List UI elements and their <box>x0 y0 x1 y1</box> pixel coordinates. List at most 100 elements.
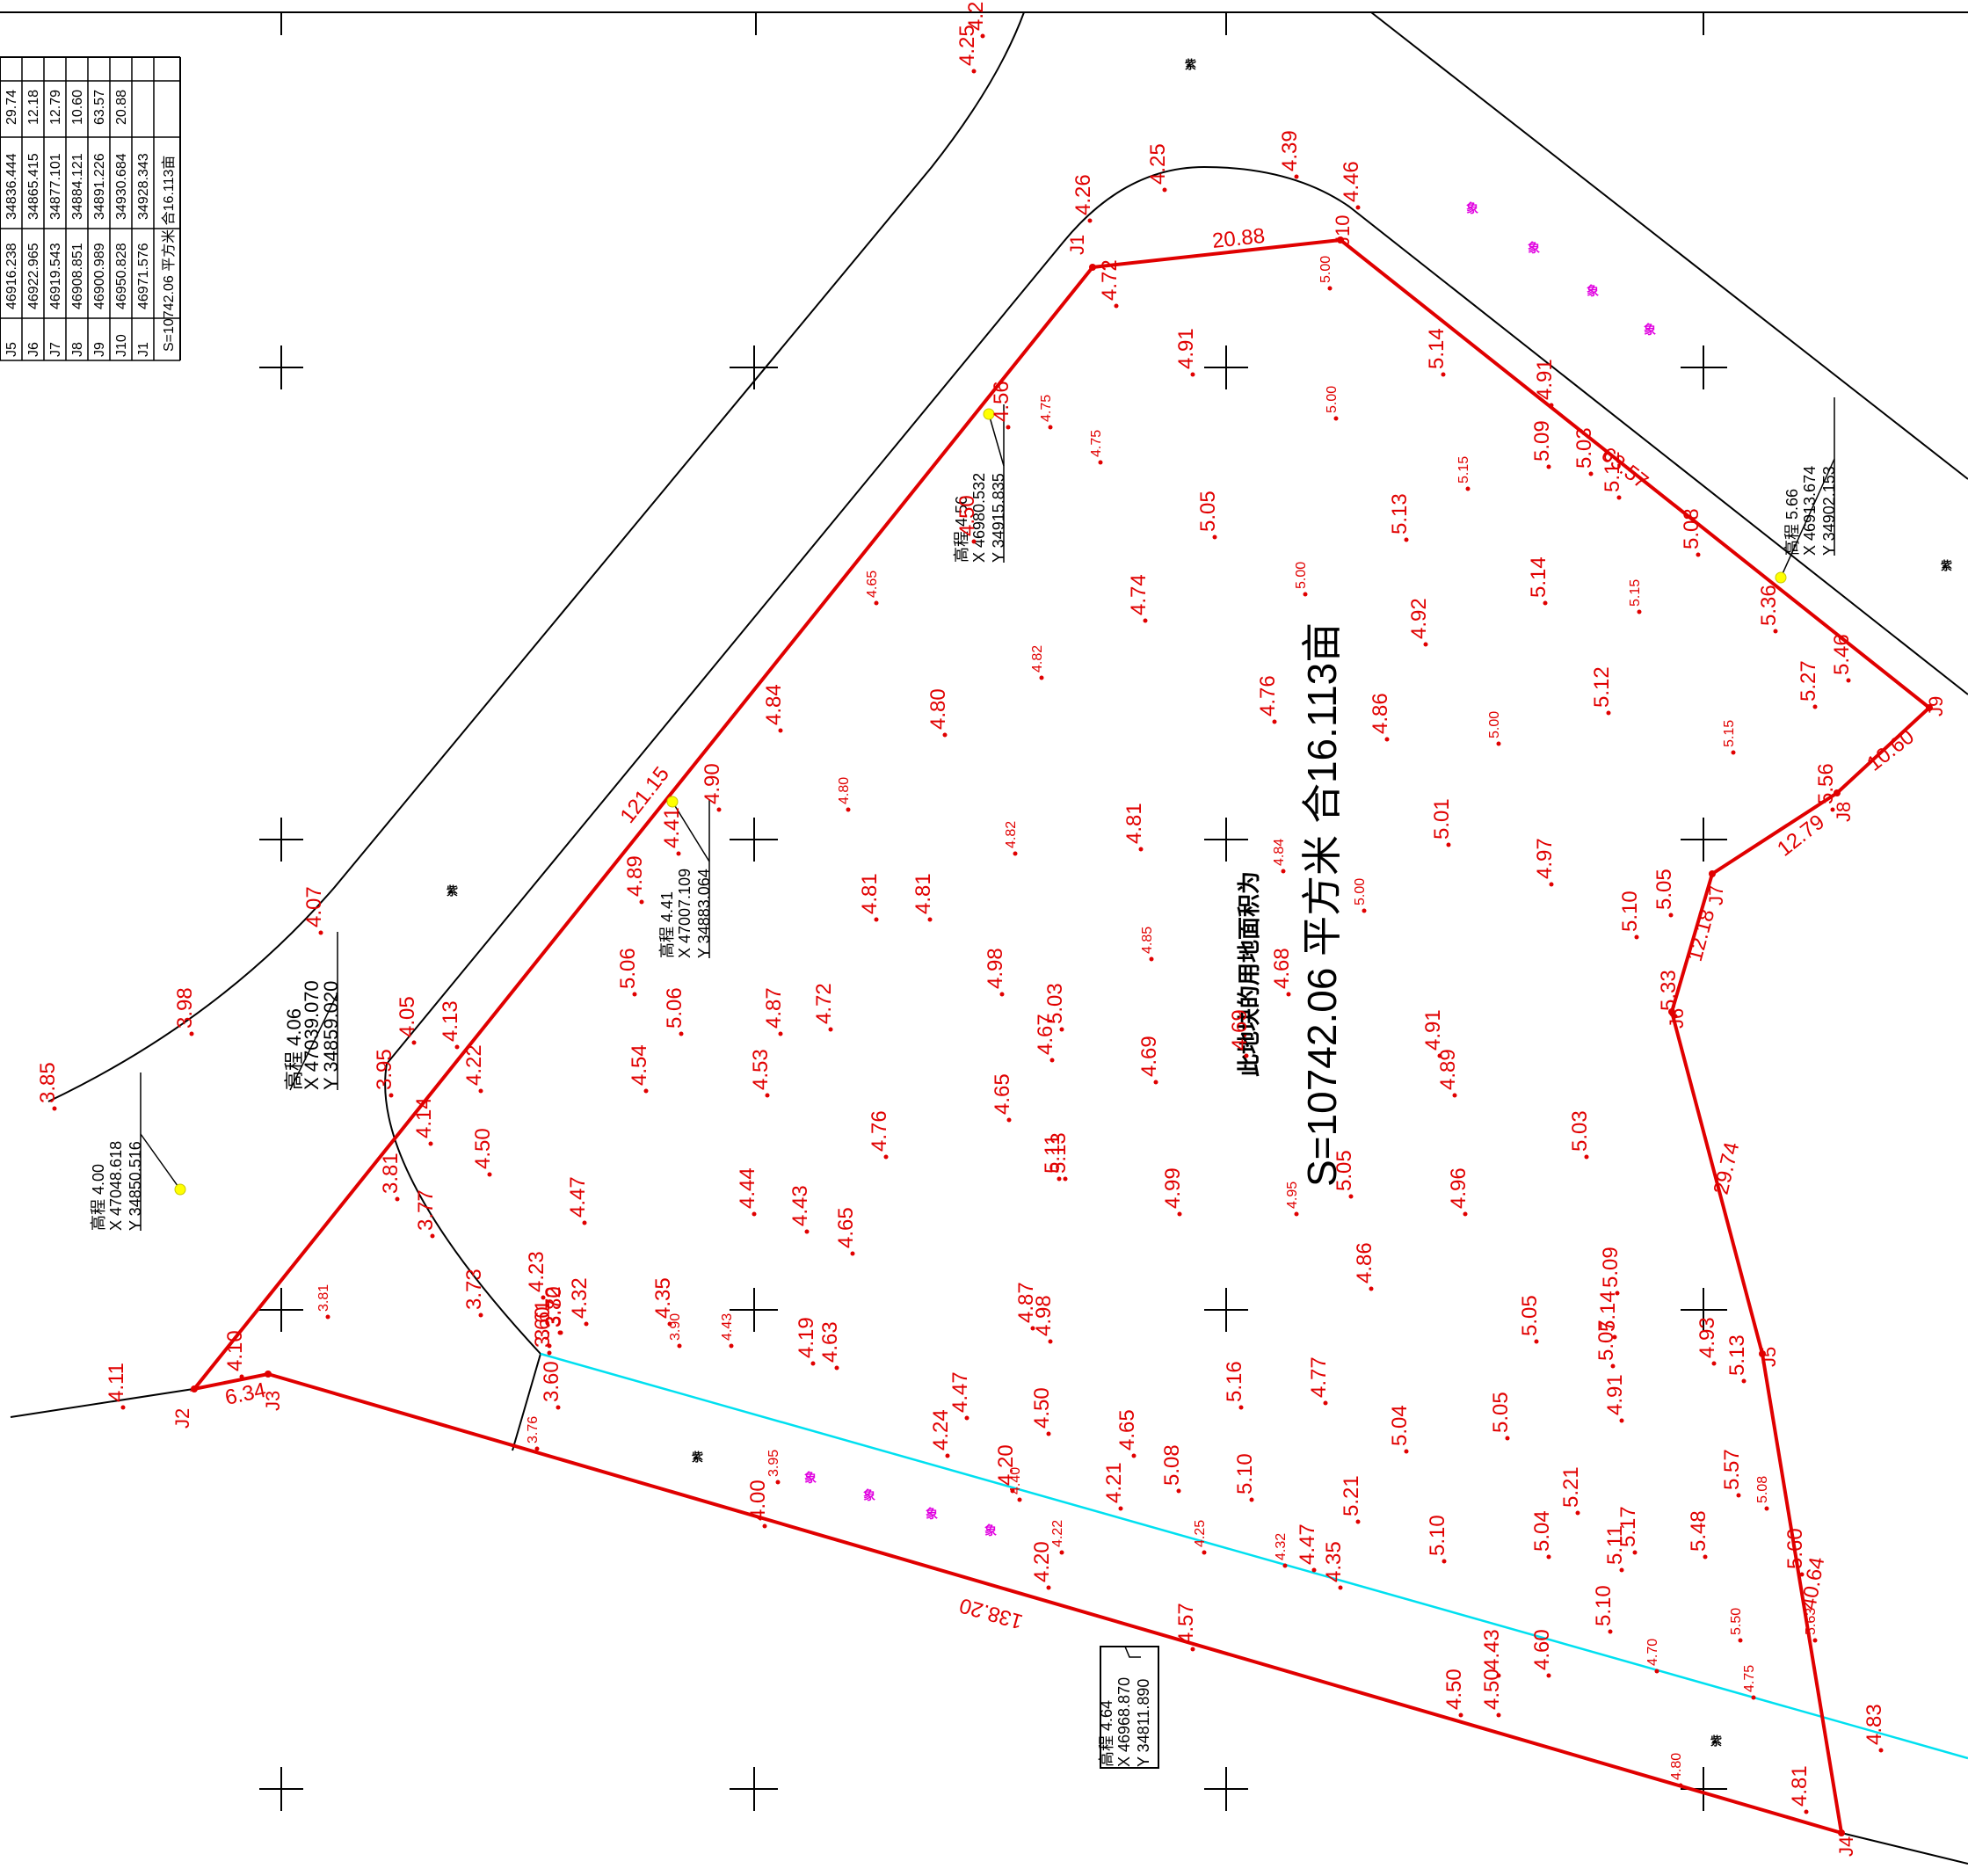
elevation-dot <box>556 1405 561 1410</box>
elevation-label: 5.03 <box>1568 1110 1592 1152</box>
elevation-dot <box>1546 1554 1551 1560</box>
elevation-dot <box>1006 425 1011 430</box>
elevation-dot <box>632 992 637 997</box>
elevation-dot <box>883 1154 889 1160</box>
elevation-dot <box>1046 1431 1051 1436</box>
elevation-dot <box>639 899 644 905</box>
table-cell: 46971.576 <box>136 243 151 309</box>
table-cell: J6 <box>26 342 41 357</box>
elevation-label: 5.14 <box>1596 1291 1620 1332</box>
vertex-marker <box>1337 236 1344 244</box>
svg-text:象: 象 <box>926 1507 938 1521</box>
elevation-label: 5.03 <box>1572 427 1596 469</box>
elevation-label: 4.81 <box>911 873 935 914</box>
elevation-label: 4.86 <box>1353 1242 1376 1283</box>
elevation-label: 5.01 <box>1430 798 1454 840</box>
elevation-label: 4.39 <box>1278 130 1302 171</box>
elevation-dot <box>1355 205 1361 210</box>
elevation-dot <box>1176 1488 1181 1494</box>
elevation-dot <box>1696 552 1701 557</box>
elevation-dot <box>1153 1080 1158 1085</box>
elevation-dot <box>1059 1027 1064 1032</box>
vertex-marker <box>1838 1829 1845 1836</box>
elevation-label: 4.10 <box>223 1330 247 1371</box>
elevation-label: 4.50 <box>1030 1387 1054 1429</box>
vegetation-marks: 象 象 象 象 象 象 象 象 <box>804 201 1656 1538</box>
elevation-label: 5.05 <box>1196 491 1220 532</box>
elevation-label: 5.56 <box>1814 763 1838 804</box>
elevation-dot <box>325 1314 330 1320</box>
area-caption: 此地块的用地面积为 <box>1236 871 1262 1077</box>
elevation-dot <box>1575 1510 1580 1516</box>
elevation-dot <box>1143 618 1148 623</box>
elevation-dot <box>478 1312 483 1318</box>
vertex-label: J2 <box>171 1408 193 1429</box>
vertex-label: J3 <box>262 1391 284 1411</box>
elevation-label: 5.12 <box>1601 451 1624 492</box>
vertex-marker <box>1668 1008 1675 1015</box>
elevation-label: 4.65 <box>1115 1409 1139 1451</box>
area-annotation: 此地块的用地面积为 S=10742.06 平方米 合16.113亩 <box>1236 622 1345 1187</box>
elevation-label: 4.81 <box>858 873 882 914</box>
elevation-dot <box>778 1031 783 1036</box>
frame-ticks <box>280 12 1704 35</box>
elevation-dot <box>1294 1211 1299 1217</box>
elevation-label: 4.76 <box>1256 675 1280 716</box>
elevation-label: 4.67 <box>1034 1014 1057 1055</box>
elevation-dot <box>643 1088 649 1094</box>
vertex-label: J10 <box>1332 215 1354 246</box>
elevation-label: 5.48 <box>1687 1510 1710 1552</box>
elevation-dot <box>1534 1339 1539 1344</box>
elevation-dot <box>1496 1712 1501 1718</box>
callout-elevation: 高程 5.66 <box>1783 489 1801 556</box>
elevation-label: 4.35 <box>651 1277 675 1319</box>
elevation-dot <box>1369 1286 1374 1291</box>
vertex-label: J8 <box>1833 802 1855 822</box>
elevation-label: 4.50 <box>1442 1669 1466 1710</box>
elevation-label: 4.13 <box>439 1000 462 1042</box>
elevation-dot <box>454 1044 460 1050</box>
elevation-dot <box>541 1295 546 1300</box>
vertex-marker <box>1834 789 1841 796</box>
elevation-label: 4.98 <box>1032 1295 1056 1336</box>
elevation-label: 4.2 <box>964 2 988 31</box>
elevation-label: 5.05 <box>1652 869 1676 910</box>
elevation-label: 4.60 <box>1530 1629 1554 1670</box>
elevation-dot <box>1610 1363 1616 1369</box>
svg-text:象: 象 <box>1528 241 1540 255</box>
elevation-label: 4.80 <box>1669 1753 1684 1780</box>
elevation-dot <box>1703 1554 1708 1560</box>
elevation-dot <box>1384 737 1390 742</box>
vertex-label: J1 <box>1066 235 1088 255</box>
elevation-label: 4.81 <box>1788 1765 1812 1807</box>
elevation-label: 4.68 <box>1270 948 1294 989</box>
callout-elevation: 高程 4.00 <box>90 1164 107 1231</box>
elevation-dot <box>1616 495 1622 500</box>
elevation-label: 4.75 <box>1089 430 1104 457</box>
elevation-dot <box>752 1211 757 1217</box>
elevation-dot <box>1741 1378 1747 1384</box>
elevation-dot <box>850 1251 855 1256</box>
svg-text:象: 象 <box>804 1471 817 1485</box>
callout: 高程 4.00 X 47048.618 Y 34850.516 <box>90 1073 181 1231</box>
table-cell: 29.74 <box>4 90 19 125</box>
elevation-label: 4.91 <box>1533 359 1557 400</box>
elevation-dot <box>1238 1405 1244 1410</box>
elevation-dot <box>1812 1638 1818 1643</box>
elevation-label: 4.84 <box>1272 839 1287 866</box>
elevation-label: 3.60 <box>531 1306 555 1348</box>
elevation-label: 3.81 <box>316 1284 331 1312</box>
edge-length-label: 20.88 <box>1211 224 1267 253</box>
elevation-label: 4.43 <box>1480 1629 1504 1670</box>
svg-text:紫: 紫 <box>1941 559 1952 572</box>
elevation-dot <box>1272 719 1277 724</box>
elevation-label: 5.10 <box>1426 1515 1449 1556</box>
elevation-label: 4.54 <box>628 1044 651 1086</box>
elevation-label: 5.11 <box>1603 1525 1627 1565</box>
elevation-label: 4.32 <box>1274 1533 1289 1560</box>
elevation-dot <box>1162 187 1167 193</box>
elevation-dot <box>1131 1453 1137 1458</box>
elevation-label: 4.47 <box>948 1371 972 1413</box>
elevation-label: 4.20 <box>1030 1541 1054 1582</box>
